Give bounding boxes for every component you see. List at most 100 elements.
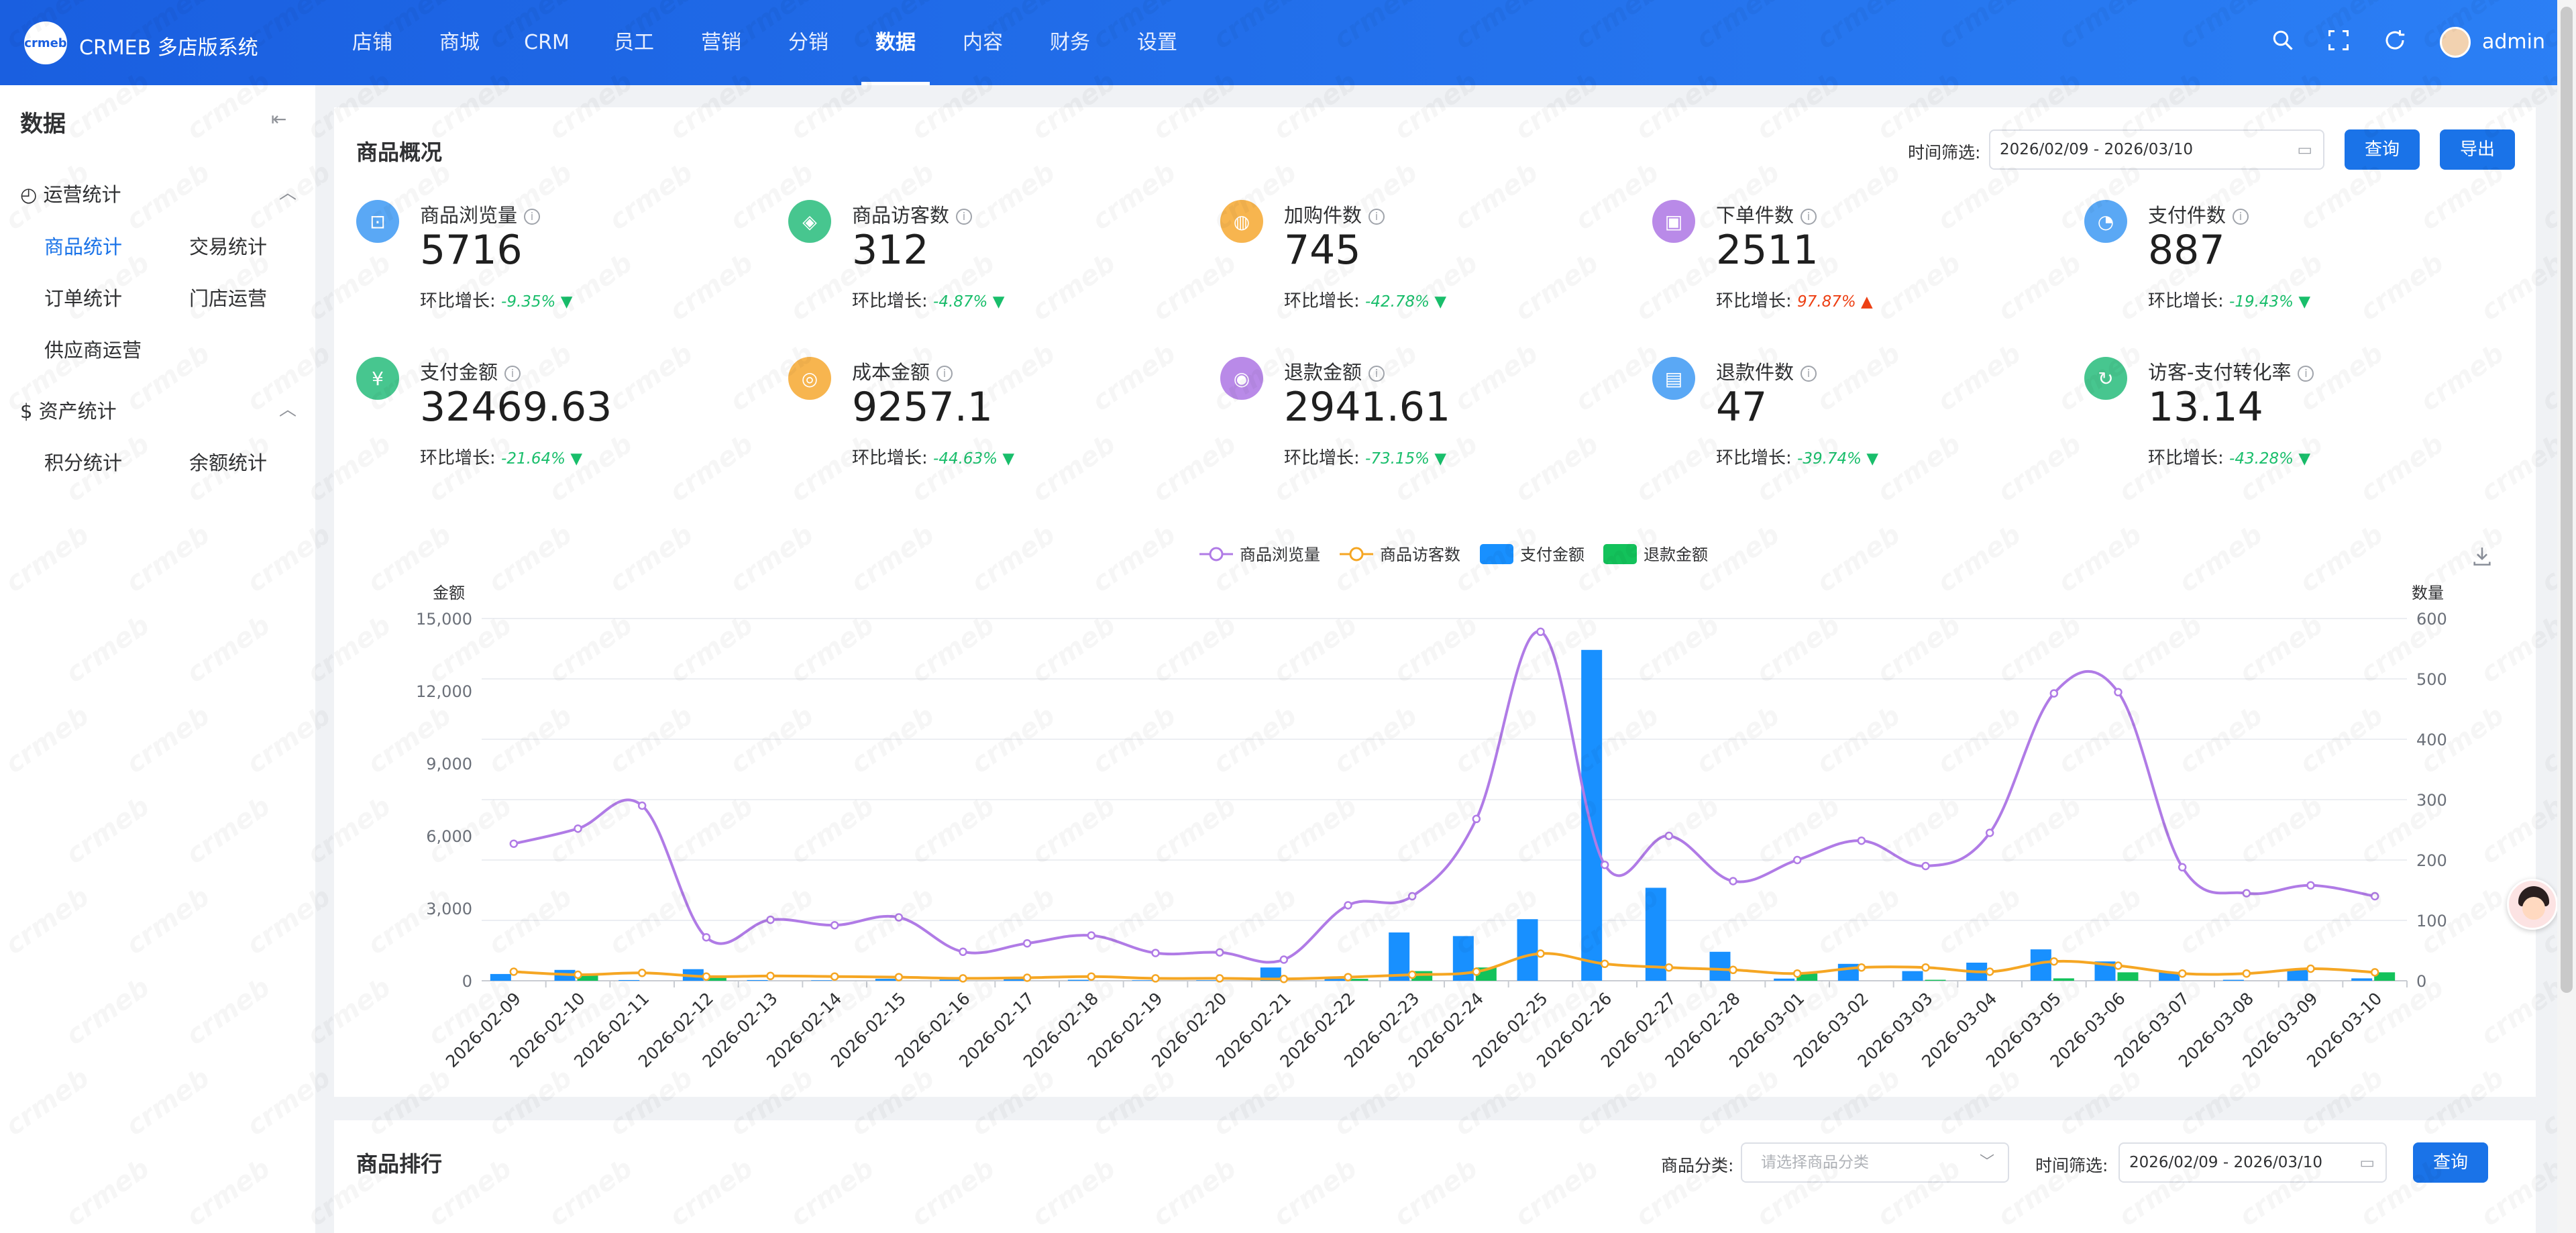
info-icon[interactable]: i — [936, 366, 953, 382]
caret-down-icon: ▼ — [1862, 450, 1879, 468]
line-point — [509, 839, 519, 848]
info-icon[interactable]: i — [1368, 209, 1385, 225]
search-icon[interactable] — [2269, 28, 2296, 55]
clock-icon: ◴ — [20, 183, 38, 206]
product-trend-chart: 0 3,000 6,000 9,000 12,000 15,000 0 100 200 300 40… — [416, 544, 2447, 1071]
chevron-up-icon[interactable]: ︿ — [279, 183, 297, 203]
line-point — [1792, 969, 1802, 978]
trend-rate: -9.35% — [501, 293, 556, 311]
bar-pay-amount — [1517, 919, 1538, 981]
line-point — [1022, 939, 1032, 948]
info-icon[interactable]: i — [2233, 209, 2249, 225]
line-point — [1857, 836, 1866, 845]
ranking-date-range-picker[interactable]: 2026/02/09 - 2026/03/10 ▭ — [2118, 1142, 2387, 1183]
chevron-up-icon[interactable]: ︿ — [279, 400, 297, 420]
line-point — [2306, 881, 2315, 890]
ranking-query-button[interactable]: 查询 — [2413, 1142, 2488, 1183]
query-button[interactable]: 查询 — [2345, 129, 2420, 170]
date-range-value: 2026/02/09 - 2026/03/10 — [2000, 141, 2194, 158]
nav-item-5[interactable]: 分销 — [788, 31, 828, 54]
sidebar-item-balance-stats[interactable]: 余额统计 — [189, 451, 268, 474]
nav-item-7[interactable]: 内容 — [963, 31, 1003, 54]
category-placeholder: 请选择商品分类 — [1761, 1154, 1869, 1171]
sidebar-item-points-stats[interactable]: 积分统计 — [44, 451, 123, 474]
line-point — [1344, 901, 1352, 910]
line-point — [1215, 948, 1224, 957]
sidebar-item-trade-stats[interactable]: 交易统计 — [189, 235, 268, 258]
series-line-visitors — [513, 952, 2375, 981]
stat-label: 退款件数 i — [1716, 357, 1817, 385]
sidebar-item-store-operation[interactable]: 门店运营 — [189, 287, 268, 310]
sidebar-group-assets[interactable]: $ 资产统计 — [20, 396, 117, 424]
bar-pay-amount — [1902, 971, 1923, 981]
bar-pay-amount — [875, 979, 896, 981]
bar-pay-amount — [1132, 980, 1153, 981]
date-range-picker[interactable]: 2026/02/09 - 2026/03/10 ▭ — [1989, 129, 2324, 170]
line-point — [1087, 931, 1096, 940]
calendar-icon: ▭ — [2297, 140, 2312, 159]
nav-item-1[interactable]: 商城 — [439, 31, 480, 54]
line-point — [1729, 877, 1737, 886]
fullscreen-icon[interactable] — [2325, 28, 2352, 55]
info-icon[interactable]: i — [2298, 366, 2314, 382]
sidebar-item-order-stats[interactable]: 订单统计 — [44, 287, 123, 310]
cost-icon: ◎ — [788, 357, 831, 400]
info-icon[interactable]: i — [956, 209, 973, 225]
download-icon[interactable] — [2471, 545, 2493, 570]
line-point — [637, 801, 647, 810]
line-point — [1985, 967, 1994, 976]
scrollbar-thumb[interactable] — [2561, 7, 2573, 993]
legend-bar-marker — [1480, 544, 1513, 564]
bar-refund-amount — [2374, 972, 2396, 981]
info-icon[interactable]: i — [1368, 366, 1385, 382]
collapse-sidebar-icon[interactable]: ⇤ — [271, 108, 287, 130]
line-point — [2114, 961, 2123, 970]
caret-down-icon: ▼ — [998, 450, 1015, 468]
floating-assistant-avatar[interactable] — [2507, 879, 2558, 930]
line-point — [894, 973, 904, 981]
nav-item-2[interactable]: CRM — [524, 31, 570, 54]
page-scrollbar[interactable] — [2557, 0, 2576, 1233]
line-point — [2242, 889, 2251, 898]
bar-refund-amount — [1925, 979, 1946, 981]
bar-pay-amount — [2222, 979, 2244, 981]
line-point — [574, 824, 582, 833]
brand-name: CRMEB 多店版系统 — [79, 36, 258, 60]
line-point — [1792, 855, 1802, 865]
y-right-axis-title: 数量 — [2412, 584, 2444, 602]
refresh-icon[interactable] — [2381, 28, 2408, 55]
logo[interactable]: crmeb — [24, 21, 67, 64]
stat-card: ▤ 退款件数 i 47 环比增长: -39.74% ▼ — [1652, 357, 2068, 491]
info-icon[interactable]: i — [504, 366, 521, 382]
category-select[interactable]: 请选择商品分类 ﹀ — [1741, 1142, 2009, 1183]
nav-item-3[interactable]: 员工 — [614, 31, 654, 54]
nav-item-4[interactable]: 营销 — [701, 31, 741, 54]
sidebar-group-operation[interactable]: ◴ 运营统计 — [20, 179, 121, 207]
export-button[interactable]: 导出 — [2440, 129, 2515, 170]
nav-item-9[interactable]: 设置 — [1137, 31, 1177, 54]
bar-pay-amount — [747, 979, 768, 981]
calendar-icon: ▭ — [2359, 1153, 2375, 1172]
line-point — [1536, 627, 1545, 637]
y-right-tick-label: 600 — [2416, 610, 2447, 629]
nav-item-0[interactable]: 店铺 — [352, 31, 392, 54]
time-filter-label: 时间筛选: — [2035, 1156, 2108, 1175]
overview-title: 商品概况 — [356, 140, 443, 165]
top-header: crmeb CRMEB 多店版系统 店铺 商城 CRM 员工 营销 分销 数据 内容 财务 设置 … — [0, 0, 2576, 85]
stat-card: ◉ 退款金额 i 2941.61 环比增长: -73.15% ▼ — [1220, 357, 1636, 491]
y-axis-title: 金额 — [433, 584, 465, 602]
line-point — [1729, 965, 1737, 975]
info-icon[interactable]: i — [524, 209, 541, 225]
nav-item-6[interactable]: 数据 — [852, 0, 939, 85]
line-point — [1407, 970, 1417, 979]
info-icon[interactable]: i — [1801, 209, 1817, 225]
stat-card: ▣ 下单件数 i 2511 环比增长: 97.87% ▲ — [1652, 200, 2068, 334]
stat-value: 2511 — [1716, 227, 1819, 274]
sidebar-item-product-stats[interactable]: 商品统计 — [44, 235, 123, 258]
user-avatar[interactable] — [2440, 27, 2471, 58]
info-icon[interactable]: i — [1801, 366, 1817, 382]
sidebar-item-supplier-operation[interactable]: 供应商运营 — [44, 339, 142, 362]
line-point — [2242, 969, 2251, 978]
user-name[interactable]: admin — [2482, 30, 2545, 54]
nav-item-8[interactable]: 财务 — [1050, 31, 1090, 54]
